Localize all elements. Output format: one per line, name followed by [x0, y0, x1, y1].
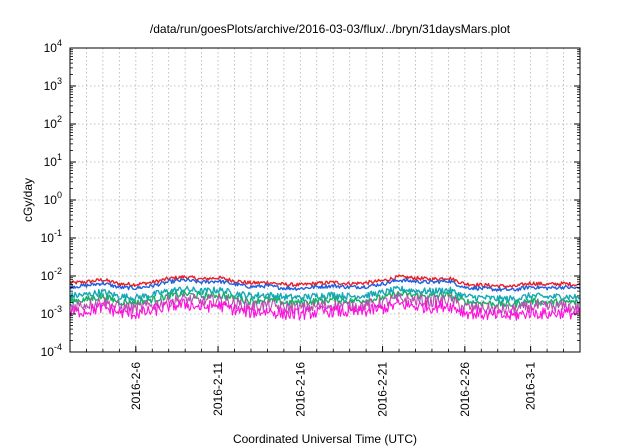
y-tick-label: 104 [44, 38, 62, 55]
series-line-2 [69, 278, 581, 292]
series-line-5 [69, 292, 581, 316]
y-axis: 104 103 102 101 100 10-1 10-2 10-3 10-4 [41, 38, 580, 359]
x-tick-label: 2016-2-6 [129, 362, 143, 410]
y-tick-label: 10-1 [41, 228, 62, 245]
series-line-6 [69, 298, 581, 321]
y-tick-label: 103 [44, 76, 62, 93]
series-line-4 [69, 289, 581, 308]
y-tick-label: 100 [44, 190, 62, 207]
y-tick-label: 10-3 [41, 304, 62, 321]
chart-title: /data/run/goesPlots/archive/2016-03-03/f… [150, 22, 511, 36]
y-tick-label: 102 [44, 114, 62, 131]
x-tick-label: 2016-3-1 [524, 362, 538, 410]
y-tick-label: 10-4 [41, 342, 62, 359]
data-series [69, 274, 581, 321]
x-axis: 2016-2-6 2016-2-11 2016-2-16 2016-2-21 2016-… [86, 346, 564, 417]
x-tick-label: 2016-2-16 [293, 362, 307, 417]
x-tick-label: 2016-2-11 [211, 362, 225, 416]
x-tick-label: 2016-2-26 [458, 362, 472, 417]
y-axis-label: cGy/day [21, 178, 35, 222]
x-axis-label: Coordinated Universal Time (UTC) [233, 432, 417, 446]
series-line-1 [69, 274, 581, 289]
x-tick-label: 2016-2-21 [376, 362, 390, 417]
y-tick-label: 101 [44, 152, 62, 169]
y-tick-label: 10-2 [41, 266, 62, 283]
